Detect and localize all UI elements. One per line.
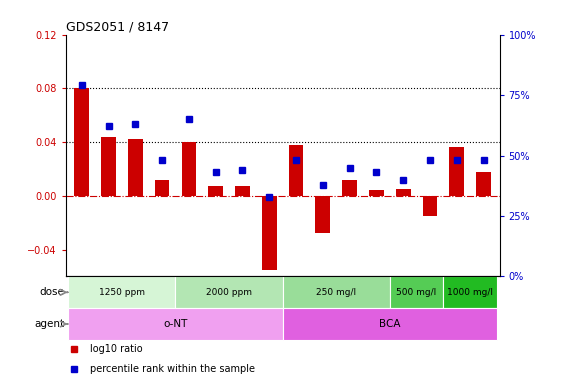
Text: log10 ratio: log10 ratio [90, 344, 142, 354]
Text: o-NT: o-NT [163, 319, 188, 329]
Bar [155, 180, 170, 196]
Bar [342, 180, 357, 196]
Bar [423, 196, 437, 216]
Text: 2000 ppm: 2000 ppm [206, 288, 252, 297]
Text: 250 mg/l: 250 mg/l [316, 288, 356, 297]
Bar [443, 276, 497, 308]
Text: dose: dose [39, 287, 65, 297]
Bar [315, 196, 330, 233]
Bar [69, 276, 175, 308]
Bar [182, 142, 196, 196]
Bar [74, 88, 89, 196]
Text: 1250 ppm: 1250 ppm [99, 288, 145, 297]
Bar [262, 196, 276, 270]
Bar [69, 308, 283, 340]
Bar [175, 276, 283, 308]
Text: 1000 mg/l: 1000 mg/l [447, 288, 493, 297]
Bar [396, 189, 411, 196]
Text: 500 mg/l: 500 mg/l [396, 288, 437, 297]
Bar [128, 139, 143, 196]
Bar [476, 172, 491, 196]
Bar [283, 308, 497, 340]
Bar [101, 137, 116, 196]
Bar [235, 187, 250, 196]
Bar [390, 276, 443, 308]
Bar [289, 145, 303, 196]
Text: percentile rank within the sample: percentile rank within the sample [90, 364, 255, 374]
Text: GDS2051 / 8147: GDS2051 / 8147 [66, 20, 169, 33]
Bar [449, 147, 464, 196]
Bar [208, 187, 223, 196]
Text: BCA: BCA [379, 319, 400, 329]
Bar [283, 276, 390, 308]
Bar [369, 190, 384, 196]
Text: agent: agent [34, 319, 65, 329]
